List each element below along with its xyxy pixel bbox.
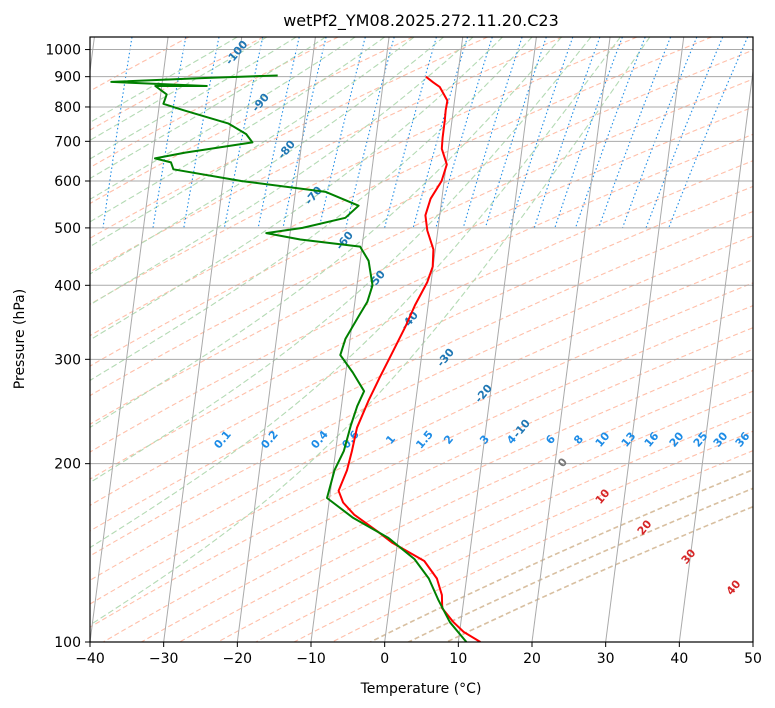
y-axis-ticks: 1000 900 800 700 600 500 400 300 200 100 bbox=[45, 43, 90, 651]
isotherm-line bbox=[310, 37, 390, 642]
x-tick-label: −30 bbox=[149, 651, 179, 667]
x-tick-label: −20 bbox=[223, 651, 253, 667]
dry-adiabats bbox=[90, 37, 753, 642]
mixing-ratio-line bbox=[345, 37, 395, 229]
mixing-ratio-line bbox=[257, 37, 300, 229]
x-tick-label: −40 bbox=[75, 651, 105, 667]
dry-adiabat-line bbox=[90, 37, 563, 273]
mixing-ratio-line bbox=[533, 37, 601, 229]
mixing-ratio-line bbox=[621, 37, 698, 229]
y-tick-label: 300 bbox=[54, 352, 81, 368]
x-axis-label: Temperature (°C) bbox=[360, 681, 482, 697]
moist-adiabat-line bbox=[90, 37, 297, 160]
mixing-ratio-line bbox=[102, 37, 133, 228]
moist-adiabat-line bbox=[90, 37, 326, 180]
moist-adiabat-line bbox=[90, 37, 592, 484]
y-tick-label: 400 bbox=[54, 278, 81, 294]
y-tick-label: 800 bbox=[54, 100, 81, 116]
mixing-ratio-line bbox=[645, 37, 724, 229]
pressure-grid bbox=[90, 49, 753, 642]
chart-title: wetPf2_YM08.2025.272.11.20.C23 bbox=[283, 11, 559, 31]
isotherm-line bbox=[163, 37, 243, 642]
isotherm-line bbox=[90, 37, 169, 642]
dewpoint-line bbox=[110, 74, 468, 642]
dry-adiabat-line bbox=[90, 37, 190, 92]
dry-adiabat-line bbox=[90, 235, 753, 557]
y-tick-label: 500 bbox=[54, 221, 81, 237]
dry-adiabat-line bbox=[90, 259, 753, 581]
y-tick-label: 1000 bbox=[45, 43, 81, 59]
x-axis-ticks: −40 −30 −20 −10 0 10 20 30 40 50 bbox=[75, 642, 762, 667]
dry-adiabat-line bbox=[90, 37, 488, 239]
x-tick-label: 30 bbox=[597, 651, 615, 667]
moist-adiabat-line bbox=[90, 37, 268, 141]
mixing-ratio-line bbox=[462, 37, 523, 229]
x-tick-label: 40 bbox=[670, 651, 688, 667]
moist-adiabat-line bbox=[90, 37, 651, 626]
mixing-ratio-line bbox=[598, 37, 672, 229]
isotherm-line bbox=[236, 37, 316, 642]
isotherm-line bbox=[457, 37, 537, 642]
plot-area: -100-90-80-70-60-50-40-30-20-100.1 0.2 0.4… bbox=[90, 37, 753, 642]
moist-adiabat-line bbox=[90, 37, 562, 429]
y-tick-label: 900 bbox=[54, 70, 81, 86]
dry-adiabat-line bbox=[90, 37, 712, 337]
plot-frame bbox=[89, 36, 754, 643]
y-tick-label: 200 bbox=[54, 457, 81, 473]
mixing-ratio-line bbox=[282, 37, 327, 229]
moist-adiabat-line bbox=[90, 37, 386, 223]
dry-adiabat-line bbox=[90, 185, 753, 507]
x-tick-label: −10 bbox=[296, 651, 326, 667]
moist-adiabat-line bbox=[90, 37, 621, 549]
mixing-ratio-line bbox=[384, 37, 437, 229]
dry-adiabat-line bbox=[90, 37, 638, 305]
isotherm-line bbox=[384, 37, 464, 642]
dry-adiabat-line bbox=[90, 210, 753, 532]
x-tick-label: 10 bbox=[449, 651, 467, 667]
moist-adiabat-line bbox=[90, 37, 356, 200]
temperature-line bbox=[337, 75, 481, 642]
isotherm-line bbox=[678, 67, 753, 642]
dry-adiabat-line bbox=[90, 49, 753, 367]
y-tick-label: 700 bbox=[54, 134, 81, 150]
mixing-ratio-line bbox=[318, 37, 366, 229]
isotherm-line bbox=[605, 37, 685, 642]
moist-adiabat-line bbox=[90, 37, 533, 382]
y-tick-label: 100 bbox=[54, 635, 81, 651]
y-axis-label: Pressure (hPa) bbox=[12, 289, 28, 389]
sounding-series bbox=[110, 74, 481, 642]
mixing-ratio-line bbox=[554, 37, 623, 229]
moist-adiabat-line bbox=[90, 37, 415, 248]
dry-adiabat-line bbox=[90, 106, 753, 425]
x-tick-label: 0 bbox=[380, 651, 389, 667]
moist-adiabat-line bbox=[90, 37, 474, 306]
isotherm-grid bbox=[90, 37, 753, 642]
x-tick-label: 20 bbox=[523, 651, 541, 667]
y-tick-label: 600 bbox=[54, 174, 81, 190]
mixing-ratio-line bbox=[435, 37, 493, 229]
x-tick-label: 50 bbox=[744, 651, 762, 667]
mixing-ratio-line bbox=[484, 37, 547, 229]
mixing-ratio-line bbox=[509, 37, 574, 229]
mixing-ratio-line bbox=[668, 37, 749, 229]
isotherm-line bbox=[531, 37, 611, 642]
dry-adiabat-line bbox=[90, 160, 753, 480]
mixing-ratio-line bbox=[223, 37, 264, 229]
mixing-ratio-lines bbox=[102, 37, 749, 229]
